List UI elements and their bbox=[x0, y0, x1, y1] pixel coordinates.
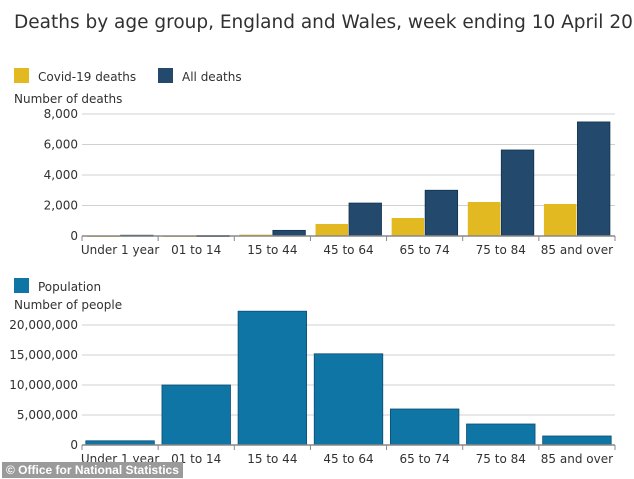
x-tick-label: 85 and over bbox=[541, 452, 613, 466]
y-tick-label: 5,000,000 bbox=[17, 408, 78, 422]
y-tick-label: 10,000,000 bbox=[9, 378, 78, 392]
legend-label: Covid-19 deaths bbox=[38, 70, 136, 84]
x-tick-label: 15 to 44 bbox=[247, 452, 297, 466]
y-axis-label: Number of people bbox=[14, 298, 122, 312]
bar-all-deaths bbox=[348, 202, 382, 237]
legend-label: All deaths bbox=[182, 70, 242, 84]
bar-population bbox=[389, 408, 460, 446]
credit-label: © Office for National Statistics bbox=[2, 462, 183, 478]
y-tick-label: 8,000 bbox=[44, 107, 78, 121]
bar-population bbox=[466, 423, 536, 446]
bar-covid-deaths bbox=[391, 218, 425, 236]
legend-swatch bbox=[158, 68, 173, 83]
y-tick-label: 4,000 bbox=[44, 168, 78, 182]
x-tick-label: 15 to 44 bbox=[247, 243, 297, 257]
legend-swatch bbox=[14, 68, 29, 83]
bar-all-deaths bbox=[272, 229, 306, 237]
y-tick-label: 2,000 bbox=[44, 199, 78, 213]
bar-population bbox=[313, 353, 384, 446]
x-tick-label: 01 to 14 bbox=[171, 243, 221, 257]
x-tick-label: 01 to 14 bbox=[171, 452, 221, 466]
x-tick-label: 75 to 84 bbox=[476, 243, 526, 257]
y-tick-label: 0 bbox=[70, 229, 78, 243]
y-tick-label: 0 bbox=[70, 438, 78, 452]
y-tick-label: 6,000 bbox=[44, 138, 78, 152]
y-tick-label: 20,000,000 bbox=[9, 318, 78, 332]
x-tick-label: 65 to 74 bbox=[400, 452, 450, 466]
legend-label: Population bbox=[38, 280, 101, 294]
x-tick-label: 85 and over bbox=[541, 243, 613, 257]
bar-population bbox=[542, 435, 612, 446]
bar-population bbox=[161, 384, 231, 446]
x-tick-label: Under 1 year bbox=[81, 243, 159, 257]
legend-swatch bbox=[14, 278, 29, 293]
x-tick-label: 45 to 64 bbox=[323, 243, 373, 257]
x-tick-label: 65 to 74 bbox=[400, 243, 450, 257]
bar-all-deaths bbox=[424, 189, 459, 237]
bar-covid-deaths bbox=[467, 201, 501, 236]
y-tick-label: 15,000,000 bbox=[9, 348, 78, 362]
bar-covid-deaths bbox=[543, 203, 577, 236]
x-tick-label: 75 to 84 bbox=[476, 452, 526, 466]
y-axis-label: Number of deaths bbox=[14, 92, 122, 106]
bar-all-deaths bbox=[577, 121, 611, 237]
chart-title: Deaths by age group, England and Wales, … bbox=[14, 12, 634, 33]
x-tick-label: 45 to 64 bbox=[323, 452, 373, 466]
bar-population bbox=[237, 310, 308, 446]
bar-all-deaths bbox=[500, 149, 535, 237]
bar-covid-deaths bbox=[315, 223, 348, 236]
